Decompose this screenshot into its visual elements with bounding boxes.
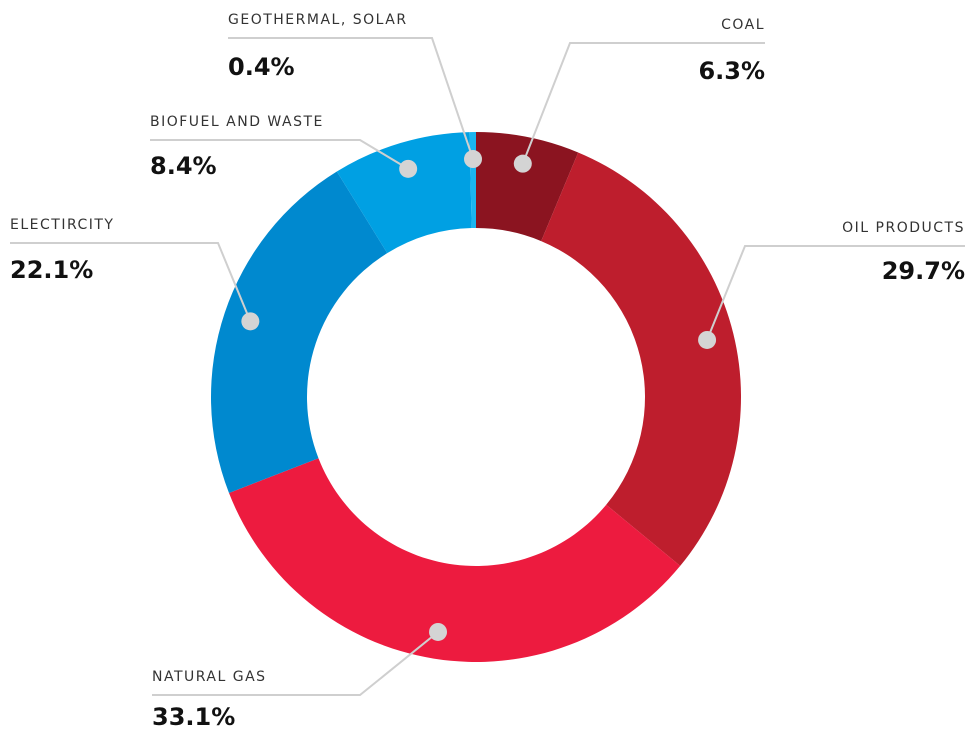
- donut-segment: [541, 152, 742, 566]
- segment-name: GEOTHERMAL, SOLAR: [228, 12, 408, 28]
- leader-line: [10, 242, 252, 322]
- label-dot: [698, 330, 717, 349]
- segment-value-label: 33.1%: [152, 703, 235, 731]
- leader-line: [150, 139, 409, 170]
- segment-name: COAL: [721, 17, 765, 33]
- segment-name: OIL PRODUCTS: [842, 220, 965, 236]
- leader-line: [706, 245, 965, 341]
- leader-line: [521, 42, 765, 165]
- segment-name: BIOFUEL AND WASTE: [150, 114, 324, 130]
- donut-segment: [229, 458, 681, 662]
- segment-value-label: 22.1%: [10, 256, 93, 284]
- donut-segment: [211, 171, 388, 494]
- leader-line: [152, 631, 439, 696]
- label-dot: [464, 150, 483, 169]
- label-dot: [241, 312, 260, 331]
- segment-value-label: 6.3%: [698, 57, 765, 85]
- label-dot: [399, 159, 418, 178]
- leader-line: [228, 37, 474, 160]
- label-dot: [513, 154, 532, 173]
- segment-name: ELECTIRCITY: [10, 217, 115, 233]
- segment-value-label: 0.4%: [228, 53, 295, 81]
- segment-value-label: 29.7%: [882, 257, 965, 285]
- donut-segment: [336, 132, 472, 254]
- segment-name: NATURAL GAS: [152, 669, 267, 685]
- segment-value-label: 8.4%: [150, 152, 217, 180]
- donut-segment: [476, 132, 579, 242]
- label-dot: [429, 622, 448, 641]
